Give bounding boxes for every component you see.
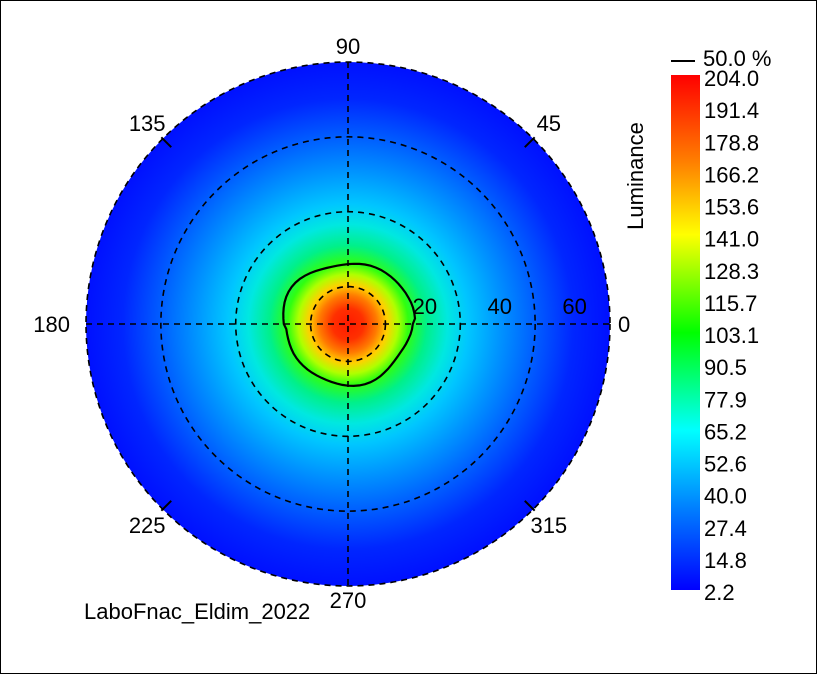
colorbar-tick-14: 27.4 bbox=[704, 516, 747, 541]
colorbar-tick-7: 115.7 bbox=[704, 291, 757, 316]
colorbar-title: Luminance bbox=[623, 122, 648, 230]
colorbar-tick-1: 191.4 bbox=[704, 98, 759, 123]
contour-legend-label: 50.0 % bbox=[703, 46, 772, 71]
colorbar-tick-12: 52.6 bbox=[704, 452, 747, 477]
azimuth-label-0: 0 bbox=[618, 312, 630, 337]
colorbar-tick-labels: 204.0 191.4 178.8 166.2 153.6 141.0 128.3 115.7… bbox=[704, 66, 759, 605]
radial-label-40: 40 bbox=[487, 294, 511, 319]
azimuth-tick-315 bbox=[524, 500, 536, 512]
colorbar-tick-5: 141.0 bbox=[704, 227, 759, 252]
colorbar-tick-6: 128.3 bbox=[704, 259, 759, 284]
colorbar-tick-4: 153.6 bbox=[704, 195, 759, 220]
contour-50-percent bbox=[282, 262, 417, 388]
colorbar-tick-2: 178.8 bbox=[704, 130, 759, 155]
azimuth-label-180: 180 bbox=[33, 312, 70, 337]
radial-label-20: 20 bbox=[413, 294, 437, 319]
colorbar-tick-13: 40.0 bbox=[704, 484, 747, 509]
colorbar-tick-15: 14.8 bbox=[704, 548, 747, 573]
contours bbox=[282, 262, 417, 388]
azimuth-labels: 90 45 0 315 270 225 180 135 bbox=[33, 34, 630, 613]
radial-label-60: 60 bbox=[562, 294, 586, 319]
footer-text: LaboFnac_Eldim_2022 bbox=[84, 599, 310, 624]
azimuth-tick-135 bbox=[160, 136, 172, 148]
azimuth-tick-45 bbox=[524, 136, 536, 148]
colorbar-tick-3: 166.2 bbox=[704, 162, 759, 187]
azimuth-label-135: 135 bbox=[129, 111, 166, 136]
radial-labels: 20 40 60 bbox=[413, 294, 587, 319]
azimuth-label-45: 45 bbox=[537, 111, 561, 136]
azimuth-label-90: 90 bbox=[336, 34, 360, 59]
colorbar-tick-16: 2.2 bbox=[704, 580, 735, 605]
grid-circle-50 bbox=[160, 136, 536, 512]
colorbar-tick-0: 204.0 bbox=[704, 66, 759, 91]
azimuth-label-225: 225 bbox=[129, 513, 166, 538]
azimuth-label-270: 270 bbox=[330, 588, 367, 613]
polar-heatmap-disk bbox=[86, 62, 610, 586]
colorbar-tick-11: 65.2 bbox=[704, 419, 747, 444]
colorbar-tick-9: 90.5 bbox=[704, 355, 747, 380]
colorbar-gradient-bar bbox=[671, 75, 700, 590]
azimuth-label-315: 315 bbox=[530, 513, 567, 538]
colorbar: 50.0 % Luminance 204.0 191.4 178.8 166.2 153… bbox=[623, 46, 772, 605]
colorbar-tick-10: 77.9 bbox=[704, 387, 747, 412]
azimuth-tick-225 bbox=[160, 500, 172, 512]
polar-grid bbox=[85, 61, 611, 587]
colorbar-tick-8: 103.1 bbox=[704, 323, 759, 348]
